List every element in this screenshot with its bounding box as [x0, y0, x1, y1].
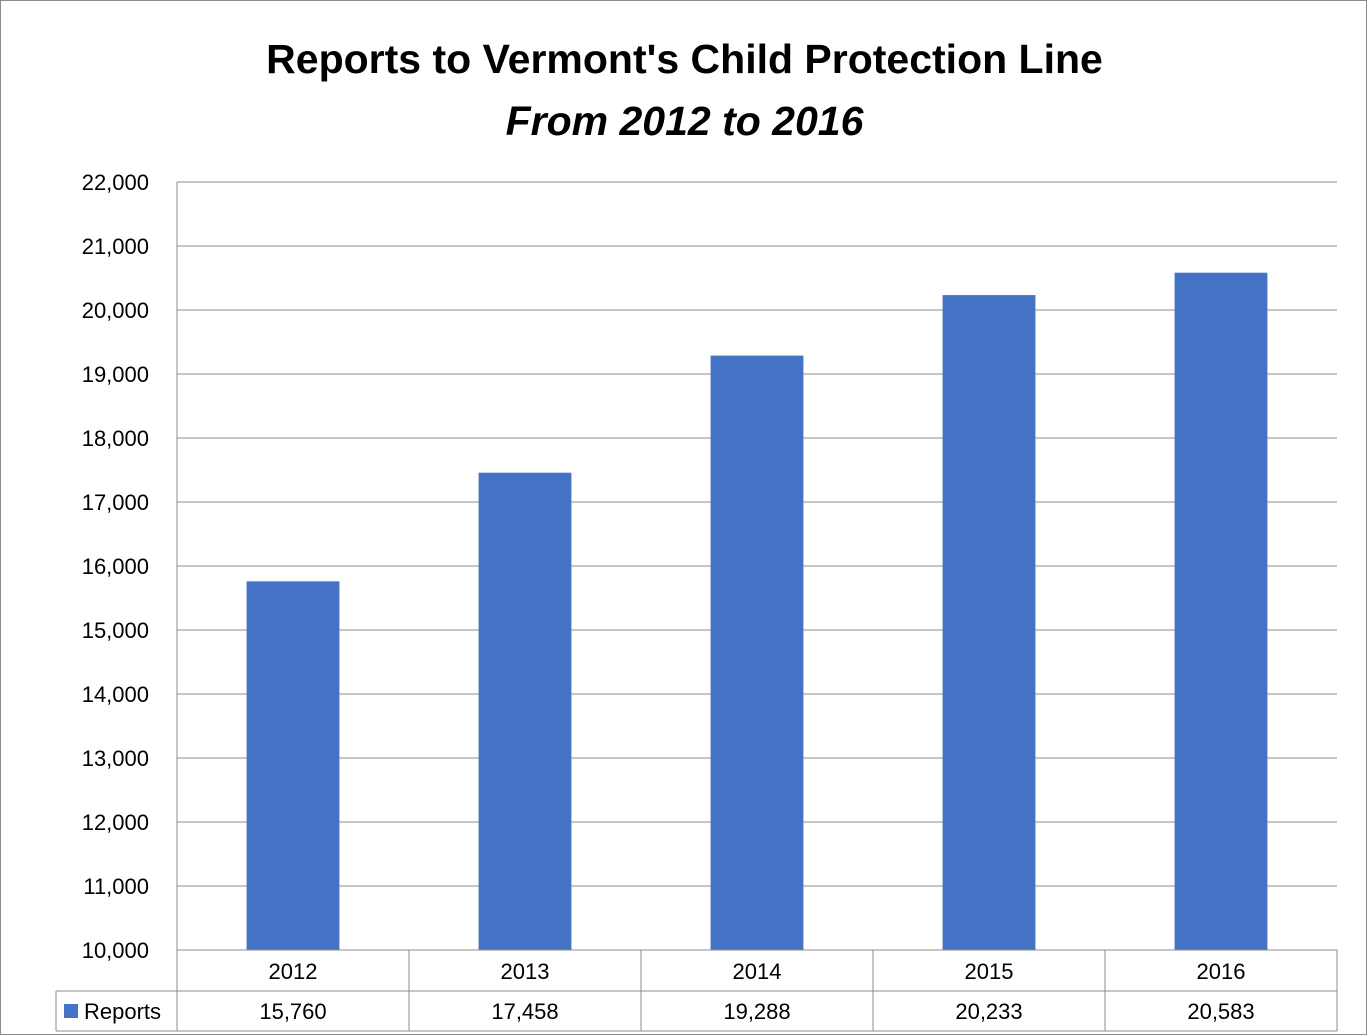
chart-subtitle: From 2012 to 2016 [505, 98, 864, 144]
bar [1174, 272, 1268, 950]
y-tick-label: 14,000 [82, 682, 149, 707]
y-tick-label: 13,000 [82, 746, 149, 771]
chart-title: Reports to Vermont's Child Protection Li… [266, 36, 1103, 82]
y-tick-label: 16,000 [82, 554, 149, 579]
y-tick-label: 11,000 [83, 874, 149, 899]
x-tick-label: 2014 [733, 959, 782, 984]
data-table-value: 17,458 [491, 999, 558, 1024]
data-table-value: 20,233 [955, 999, 1022, 1024]
y-tick-label: 20,000 [82, 298, 149, 323]
bar [710, 355, 804, 950]
x-tick-label: 2016 [1197, 959, 1246, 984]
legend-label: Reports [84, 999, 161, 1024]
bar [942, 295, 1036, 950]
y-tick-label: 18,000 [82, 426, 149, 451]
x-tick-label: 2012 [269, 959, 318, 984]
data-table-value: 19,288 [723, 999, 790, 1024]
y-tick-label: 22,000 [82, 170, 149, 195]
y-tick-label: 12,000 [82, 810, 149, 835]
legend-key [64, 1004, 78, 1018]
x-tick-label: 2015 [965, 959, 1014, 984]
y-tick-label: 10,000 [82, 938, 149, 963]
data-table-value: 20,583 [1187, 999, 1254, 1024]
bar [478, 472, 572, 950]
data-table-value: 15,760 [259, 999, 326, 1024]
x-tick-label: 2013 [501, 959, 550, 984]
y-tick-label: 21,000 [82, 234, 149, 259]
y-tick-label: 17,000 [82, 490, 149, 515]
y-tick-label: 15,000 [82, 618, 149, 643]
bar [246, 581, 340, 950]
y-tick-label: 19,000 [82, 362, 149, 387]
